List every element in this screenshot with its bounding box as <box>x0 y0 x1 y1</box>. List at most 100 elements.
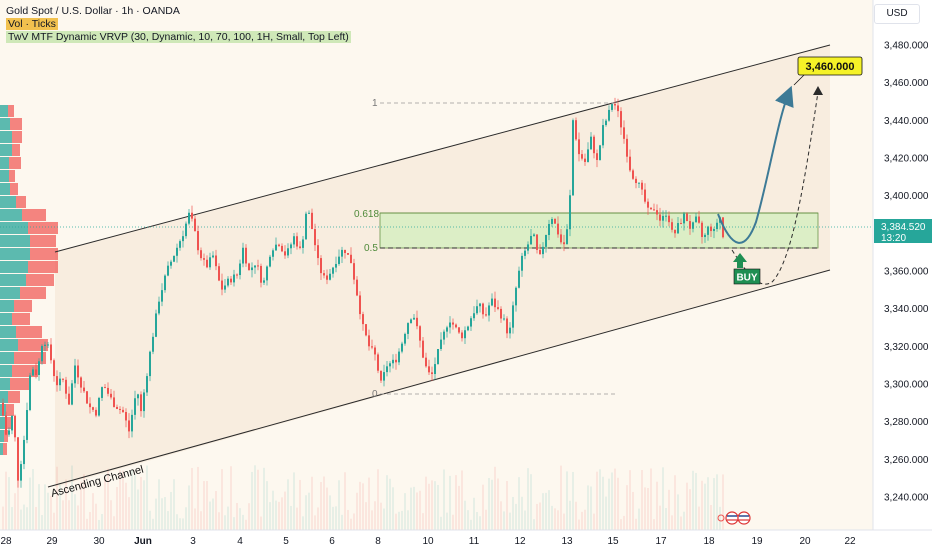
candle-body <box>482 303 484 315</box>
candle-body <box>674 229 676 234</box>
vp-buy-bar <box>0 274 26 286</box>
volume-bar <box>626 485 628 530</box>
volume-bar <box>254 465 256 530</box>
candle-body <box>521 255 523 271</box>
candle-body <box>113 397 115 407</box>
volume-bar <box>233 517 235 530</box>
candle-body <box>470 318 472 327</box>
volume-bar <box>500 501 502 530</box>
volume-bar <box>194 508 196 530</box>
volume-bar <box>635 518 637 530</box>
volume-bar <box>77 505 79 530</box>
volume-bar <box>419 490 421 530</box>
volume-indicator-label[interactable]: Vol · Ticks <box>6 18 58 30</box>
time-tick-label: 22 <box>844 536 856 547</box>
volume-bar <box>632 491 634 530</box>
volume-bar <box>320 482 322 530</box>
volume-bar <box>452 514 454 530</box>
volume-bar <box>53 512 55 530</box>
time-axis-ticks: 28 29 30 Jun 3 4 5 6 8 10 11 12 13 15 17 18 19 20 22 <box>0 536 856 547</box>
candle-body <box>494 298 496 308</box>
current-price-value: 3,384.520 <box>881 222 926 233</box>
volume-bar <box>83 474 85 530</box>
volume-bar <box>47 492 49 530</box>
volume-bar <box>299 479 301 530</box>
volume-bar <box>695 472 697 530</box>
candle-body <box>284 251 286 256</box>
candle-body <box>344 249 346 254</box>
candle-body <box>275 244 277 251</box>
candle-body <box>575 120 577 140</box>
volume-bar <box>386 475 388 530</box>
candle-body <box>317 245 319 259</box>
channel-lower-line[interactable] <box>47 269 831 488</box>
vp-buy-bar <box>0 261 28 273</box>
candle-body <box>179 241 181 248</box>
vp-buy-bar <box>0 339 18 351</box>
volume-bar <box>29 477 31 530</box>
candle-body <box>26 410 28 440</box>
volume-bar <box>545 492 547 530</box>
time-tick-label: 30 <box>93 536 105 547</box>
vp-buy-bar <box>0 300 14 312</box>
volume-bar <box>14 493 16 530</box>
candle-body <box>554 219 556 224</box>
candle-body <box>620 111 622 128</box>
buy-label-box[interactable] <box>733 268 761 285</box>
volume-bar <box>182 518 184 530</box>
chart-legend: Gold Spot / U.S. Dollar · 1h · OANDA Vol… <box>6 5 351 44</box>
candle-body <box>368 335 370 347</box>
candle-body <box>107 387 109 394</box>
volume-bar <box>125 482 127 530</box>
volume-bar <box>425 476 427 530</box>
volume-bar <box>494 466 496 530</box>
candle-body <box>281 245 283 252</box>
currency-button[interactable]: USD <box>874 4 920 24</box>
volume-bar <box>269 502 271 530</box>
channel-upper-line[interactable] <box>54 44 831 253</box>
vp-sell-bar <box>10 118 22 130</box>
volume-bar <box>176 514 178 530</box>
volume-bar <box>308 492 310 530</box>
vp-buy-bar <box>0 352 14 364</box>
candle-body <box>479 303 481 307</box>
vp-buy-bar <box>0 417 5 429</box>
volume-bar <box>35 507 37 530</box>
time-axis[interactable] <box>0 530 932 550</box>
vrvp-indicator-label[interactable]: TwV MTF Dynamic VRVP (30, Dynamic, 10, 7… <box>6 31 351 43</box>
candle-body <box>74 365 76 384</box>
candle-body <box>404 333 406 344</box>
candle-body <box>392 359 394 364</box>
candle-body <box>710 226 712 232</box>
candle-body <box>650 207 652 210</box>
volume-bar <box>548 490 550 530</box>
projection-solid-arrow[interactable] <box>717 85 794 244</box>
volume-bar <box>596 471 598 530</box>
volume-bar <box>239 508 241 530</box>
dashed-arrow-head <box>813 86 823 95</box>
time-tick-label: 13 <box>561 536 573 547</box>
candle-body <box>485 314 487 316</box>
volume-bar <box>692 470 694 530</box>
economic-events-icon[interactable] <box>717 511 751 525</box>
symbol-title[interactable]: Gold Spot / U.S. Dollar · 1h · OANDA <box>6 5 180 17</box>
volume-bar <box>362 483 364 530</box>
candle-body <box>236 274 238 276</box>
demand-zone[interactable] <box>379 212 819 249</box>
volume-bar <box>242 514 244 530</box>
candle-body <box>14 415 16 438</box>
candle-body <box>119 408 121 410</box>
target-label-box[interactable] <box>797 56 863 76</box>
candle-body <box>245 247 247 264</box>
volume-bar <box>689 489 691 530</box>
price-axis[interactable] <box>873 0 932 530</box>
candle-body <box>527 244 529 251</box>
candle-body <box>605 120 607 126</box>
volume-bar <box>539 502 541 530</box>
volume-bar <box>311 476 313 530</box>
volume-bar <box>698 506 700 530</box>
candle-body <box>680 223 682 225</box>
candle-body <box>194 218 196 232</box>
candle-body <box>239 263 241 276</box>
